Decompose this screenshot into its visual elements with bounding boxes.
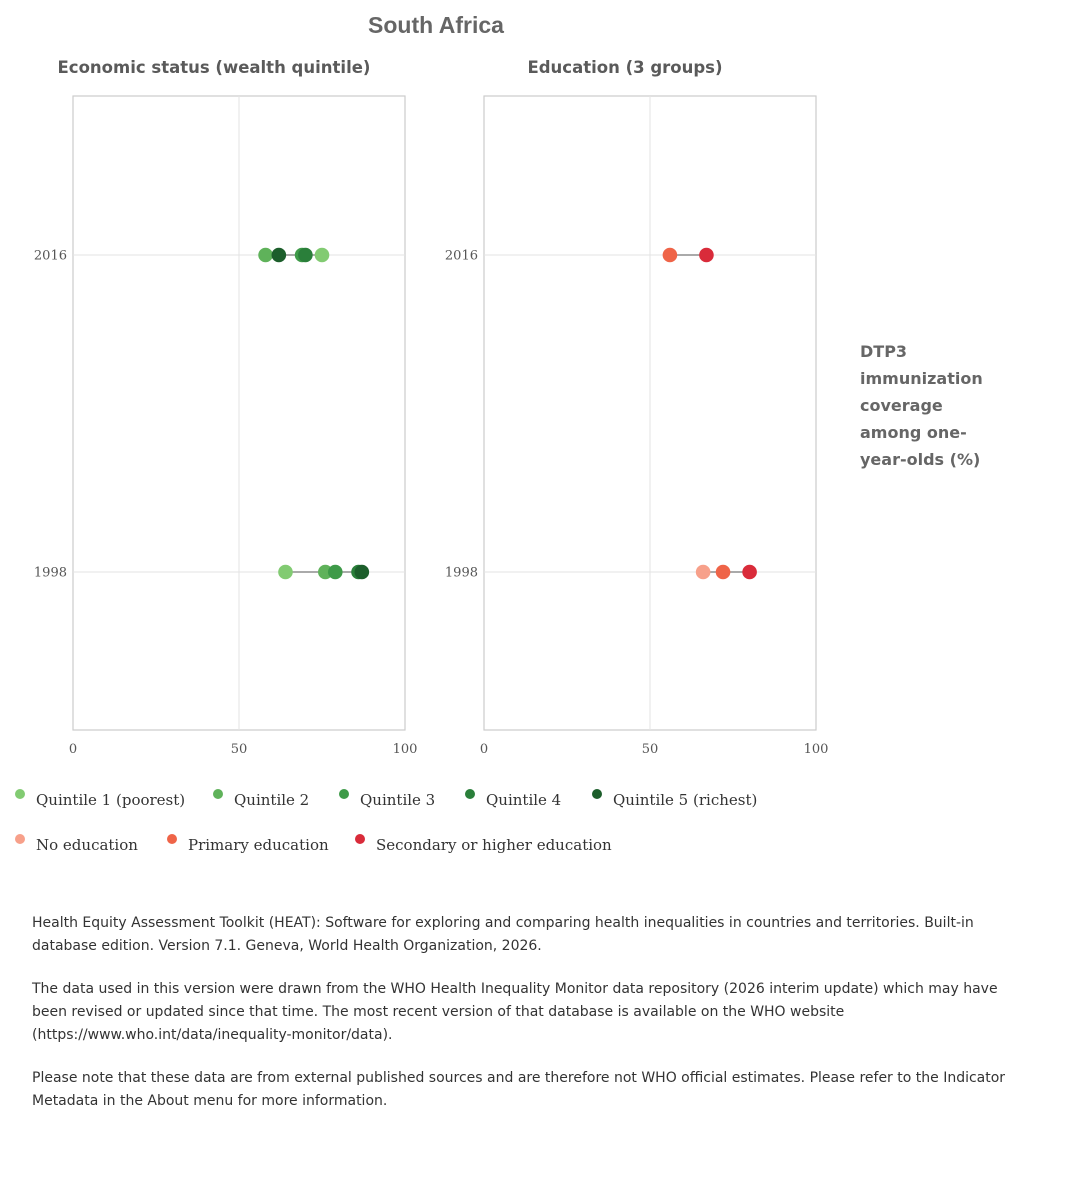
legend-label: Primary education — [188, 836, 329, 854]
chart-title: South Africa — [368, 12, 504, 38]
legend-label: No education — [36, 836, 138, 854]
data-point — [271, 247, 287, 263]
data-point — [715, 564, 731, 580]
x-tick-label: 100 — [393, 742, 418, 757]
plot-panel-0: 0 50 100 2016 1998 — [34, 95, 418, 757]
data-point — [258, 247, 273, 263]
y-tick-label: 2016 — [445, 249, 478, 264]
data-source-note: The data used in this version were drawn… — [32, 981, 998, 1043]
x-tick-label: 0 — [480, 742, 488, 757]
data-point — [742, 564, 757, 580]
legend-item: Quintile 2 — [213, 789, 309, 809]
legend-item: No education — [15, 834, 138, 854]
legend-item: Secondary or higher education — [355, 834, 612, 854]
legend-marker — [15, 834, 25, 844]
data-point — [298, 247, 313, 263]
legend-item: Quintile 4 — [465, 789, 561, 809]
legend-item: Quintile 3 — [339, 789, 435, 809]
data-point — [278, 564, 293, 580]
y-axis-label-line: DTP3 — [860, 342, 907, 361]
y-axis-label-line: year-olds (%) — [860, 450, 980, 469]
panel-title-economic: Economic status (wealth quintile) — [58, 58, 371, 77]
x-tick-label: 0 — [69, 742, 77, 757]
legend-item: Quintile 5 (richest) — [592, 789, 757, 809]
y-tick-label: 1998 — [34, 566, 67, 581]
chart: South Africa Economic status (wealth qui… — [15, 12, 983, 854]
panel-title-education: Education (3 groups) — [527, 58, 722, 77]
legend-marker — [213, 789, 223, 799]
citation-footer: Health Equity Assessment Toolkit (HEAT):… — [32, 912, 1032, 1133]
y-axis-label-line: coverage — [860, 396, 943, 415]
legend-marker — [167, 834, 177, 844]
legend-label: Quintile 5 (richest) — [613, 791, 757, 809]
legend-label: Secondary or higher education — [376, 836, 612, 854]
x-tick-label: 50 — [231, 742, 248, 757]
disclaimer-note: Please note that these data are from ext… — [32, 1070, 1006, 1109]
legend-item: Quintile 1 (poorest) — [15, 789, 185, 809]
y-axis-label-line: immunization — [860, 369, 983, 388]
data-point — [662, 247, 678, 263]
data-point — [699, 247, 714, 263]
legend-label: Quintile 2 — [234, 791, 309, 809]
data-point — [354, 564, 370, 580]
legend-label: Quintile 4 — [486, 791, 561, 809]
data-point — [327, 564, 343, 580]
citation-text: Health Equity Assessment Toolkit (HEAT):… — [32, 915, 974, 954]
y-tick-label: 1998 — [445, 566, 478, 581]
legend-marker — [15, 789, 25, 799]
x-tick-label: 100 — [804, 742, 829, 757]
legend-label: Quintile 3 — [360, 791, 435, 809]
legend-marker — [592, 789, 602, 799]
y-axis-label-line: among one- — [860, 423, 967, 442]
data-point — [695, 564, 711, 580]
legend-item: Primary education — [167, 834, 329, 854]
x-tick-label: 50 — [642, 742, 659, 757]
legend-marker — [355, 834, 365, 844]
legend-marker — [465, 789, 475, 799]
legend-marker — [339, 789, 349, 799]
y-tick-label: 2016 — [34, 249, 67, 264]
data-point — [314, 247, 330, 263]
plot-panel-1: 0 50 100 2016 1998 — [445, 95, 829, 757]
legend-label: Quintile 1 (poorest) — [36, 791, 185, 809]
y-axis-label: DTP3 immunization coverage among one-year-o… — [860, 342, 983, 469]
